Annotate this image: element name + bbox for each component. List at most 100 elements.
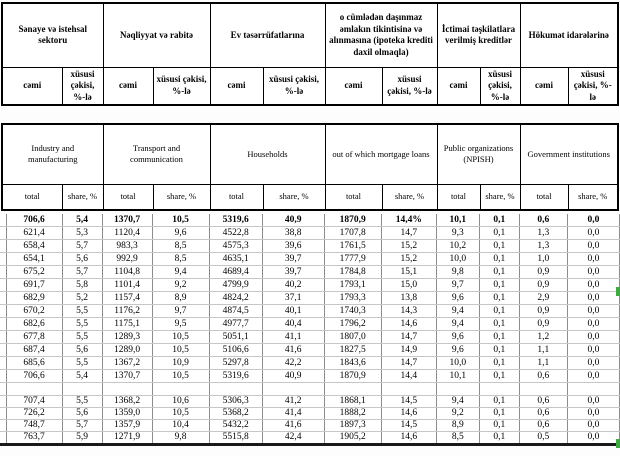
cell: 9,6 (436, 330, 480, 344)
cell: 1289,0 (102, 343, 153, 357)
cell: 40,2 (262, 278, 325, 292)
cell: 0,1 (479, 291, 520, 305)
cell: 0,6 (519, 214, 568, 227)
cell: 38,8 (262, 226, 325, 240)
cell: 14,9 (381, 343, 437, 357)
cell: 0,0 (567, 407, 620, 420)
cell: 5,4 (62, 214, 103, 227)
cell: 1357,9 (102, 419, 153, 432)
en-group-government: Government institutions (519, 123, 619, 185)
empty-cell (519, 382, 568, 396)
cell: 10,0 (436, 252, 480, 266)
cell: 1,3 (519, 226, 568, 240)
cell: 9,7 (152, 304, 210, 318)
cell: 1905,2 (324, 431, 382, 445)
row-margin (0, 226, 7, 240)
en-group-npish: Public organizations (NPISH) (436, 123, 521, 185)
az-group-transport: Nəqliyyat və rabitə (102, 2, 211, 68)
cell: 0,1 (479, 317, 520, 331)
en-share-header: share, % (567, 183, 619, 211)
cell: 10,5 (152, 330, 210, 344)
cell: 9,8 (436, 265, 480, 279)
cell: 1368,2 (102, 395, 153, 408)
cell: 10,1 (436, 214, 480, 227)
row-margin (0, 239, 7, 253)
cell: 0,6 (519, 395, 568, 408)
az-group-row: Sənaye və istehsal sektoru Nəqliyyat və … (1, 2, 619, 68)
cell: 9,4 (436, 395, 480, 408)
az-total-header: cəmi (324, 66, 383, 106)
cell: 0,9 (519, 317, 568, 331)
empty-cell (6, 382, 63, 396)
cell: 1777,9 (324, 252, 382, 266)
cell: 685,6 (6, 356, 63, 370)
cell: 1793,3 (324, 291, 382, 305)
cell: 9,5 (152, 317, 210, 331)
cell: 5297,8 (209, 356, 263, 370)
cell: 5,7 (62, 265, 103, 279)
cell: 14,6 (381, 317, 437, 331)
az-share-header: xüsusi çəkisi, %-lə (61, 66, 104, 106)
cell: 15,2 (381, 239, 437, 253)
cell: 5,6 (62, 252, 103, 266)
cell: 0,1 (479, 343, 520, 357)
cell: 10,1 (436, 369, 480, 383)
cell: 10,5 (152, 407, 210, 420)
table-row: 658,4 5,7 983,3 8,5 4575,3 39,6 1761,5 15,2 10,2… (0, 239, 620, 253)
cell: 5,4 (62, 369, 103, 383)
cell: 0,9 (519, 304, 568, 318)
cell: 9,3 (436, 226, 480, 240)
row-margin (0, 330, 7, 344)
cell: 0,5 (519, 431, 568, 445)
cell: 0,0 (567, 239, 620, 253)
cell: 5051,1 (209, 330, 263, 344)
empty-cell (381, 382, 437, 396)
cell: 1740,3 (324, 304, 382, 318)
az-group-mortgage: o cümlədən daşınmaz əmlakın tikintisinə … (324, 2, 438, 68)
cell: 0,1 (479, 226, 520, 240)
cell: 4522,8 (209, 226, 263, 240)
cell: 992,9 (102, 252, 153, 266)
table-row: 763,7 5,9 1271,9 9,8 5515,8 42,4 1905,2 14,6 8,5… (0, 431, 620, 445)
cell: 748,7 (6, 419, 63, 432)
cell: 0,0 (567, 431, 620, 445)
cell: 1157,4 (102, 291, 153, 305)
table-row: 687,4 5,6 1289,0 10,5 5106,6 41,6 1827,5 14,9 9,… (0, 343, 620, 357)
cell: 5,5 (62, 395, 103, 408)
cell: 10,0 (436, 356, 480, 370)
cell: 15,0 (381, 278, 437, 292)
cell: 1104,8 (102, 265, 153, 279)
cell: 1,1 (519, 343, 568, 357)
cell: 10,5 (152, 369, 210, 383)
cell: 14,4% (381, 214, 437, 227)
table-row: 677,8 5,5 1289,3 10,5 5051,1 41,1 1807,0 14,7 9,… (0, 330, 620, 344)
table-row: 707,4 5,5 1368,2 10,6 5306,3 41,2 1868,1 14,5 9,… (0, 395, 620, 408)
row-margin (0, 214, 7, 227)
cell: 677,8 (6, 330, 63, 344)
en-group-industry: Industry and manufacturing (1, 123, 104, 185)
cell: 42,4 (262, 431, 325, 445)
cell: 13,8 (381, 291, 437, 305)
row-margin (0, 317, 7, 331)
cell: 40,9 (262, 369, 325, 383)
cell: 0,1 (479, 214, 520, 227)
cell: 0,0 (567, 343, 620, 357)
row-margin (0, 265, 7, 279)
cell: 687,4 (6, 343, 63, 357)
empty-cell (102, 382, 153, 396)
table-row: 654,1 5,6 992,9 8,5 4635,1 39,7 1777,9 15,2 10,0… (0, 252, 620, 266)
cell: 1761,5 (324, 239, 382, 253)
cell: 5319,6 (209, 369, 263, 383)
cell: 9,4 (436, 317, 480, 331)
cell: 0,0 (567, 369, 620, 383)
cell: 8,9 (436, 419, 480, 432)
cell: 9,4 (436, 304, 480, 318)
cell: 0,9 (519, 278, 568, 292)
cell: 39,6 (262, 239, 325, 253)
header-table-az: Sənaye və istehsal sektoru Nəqliyyat və … (1, 2, 619, 106)
cell: 8,5 (436, 431, 480, 445)
cell: 8,9 (152, 291, 210, 305)
cell: 1120,4 (102, 226, 153, 240)
en-total-header: total (519, 183, 569, 211)
az-share-header: xüsusi çəkisi, %-lə (567, 66, 619, 106)
